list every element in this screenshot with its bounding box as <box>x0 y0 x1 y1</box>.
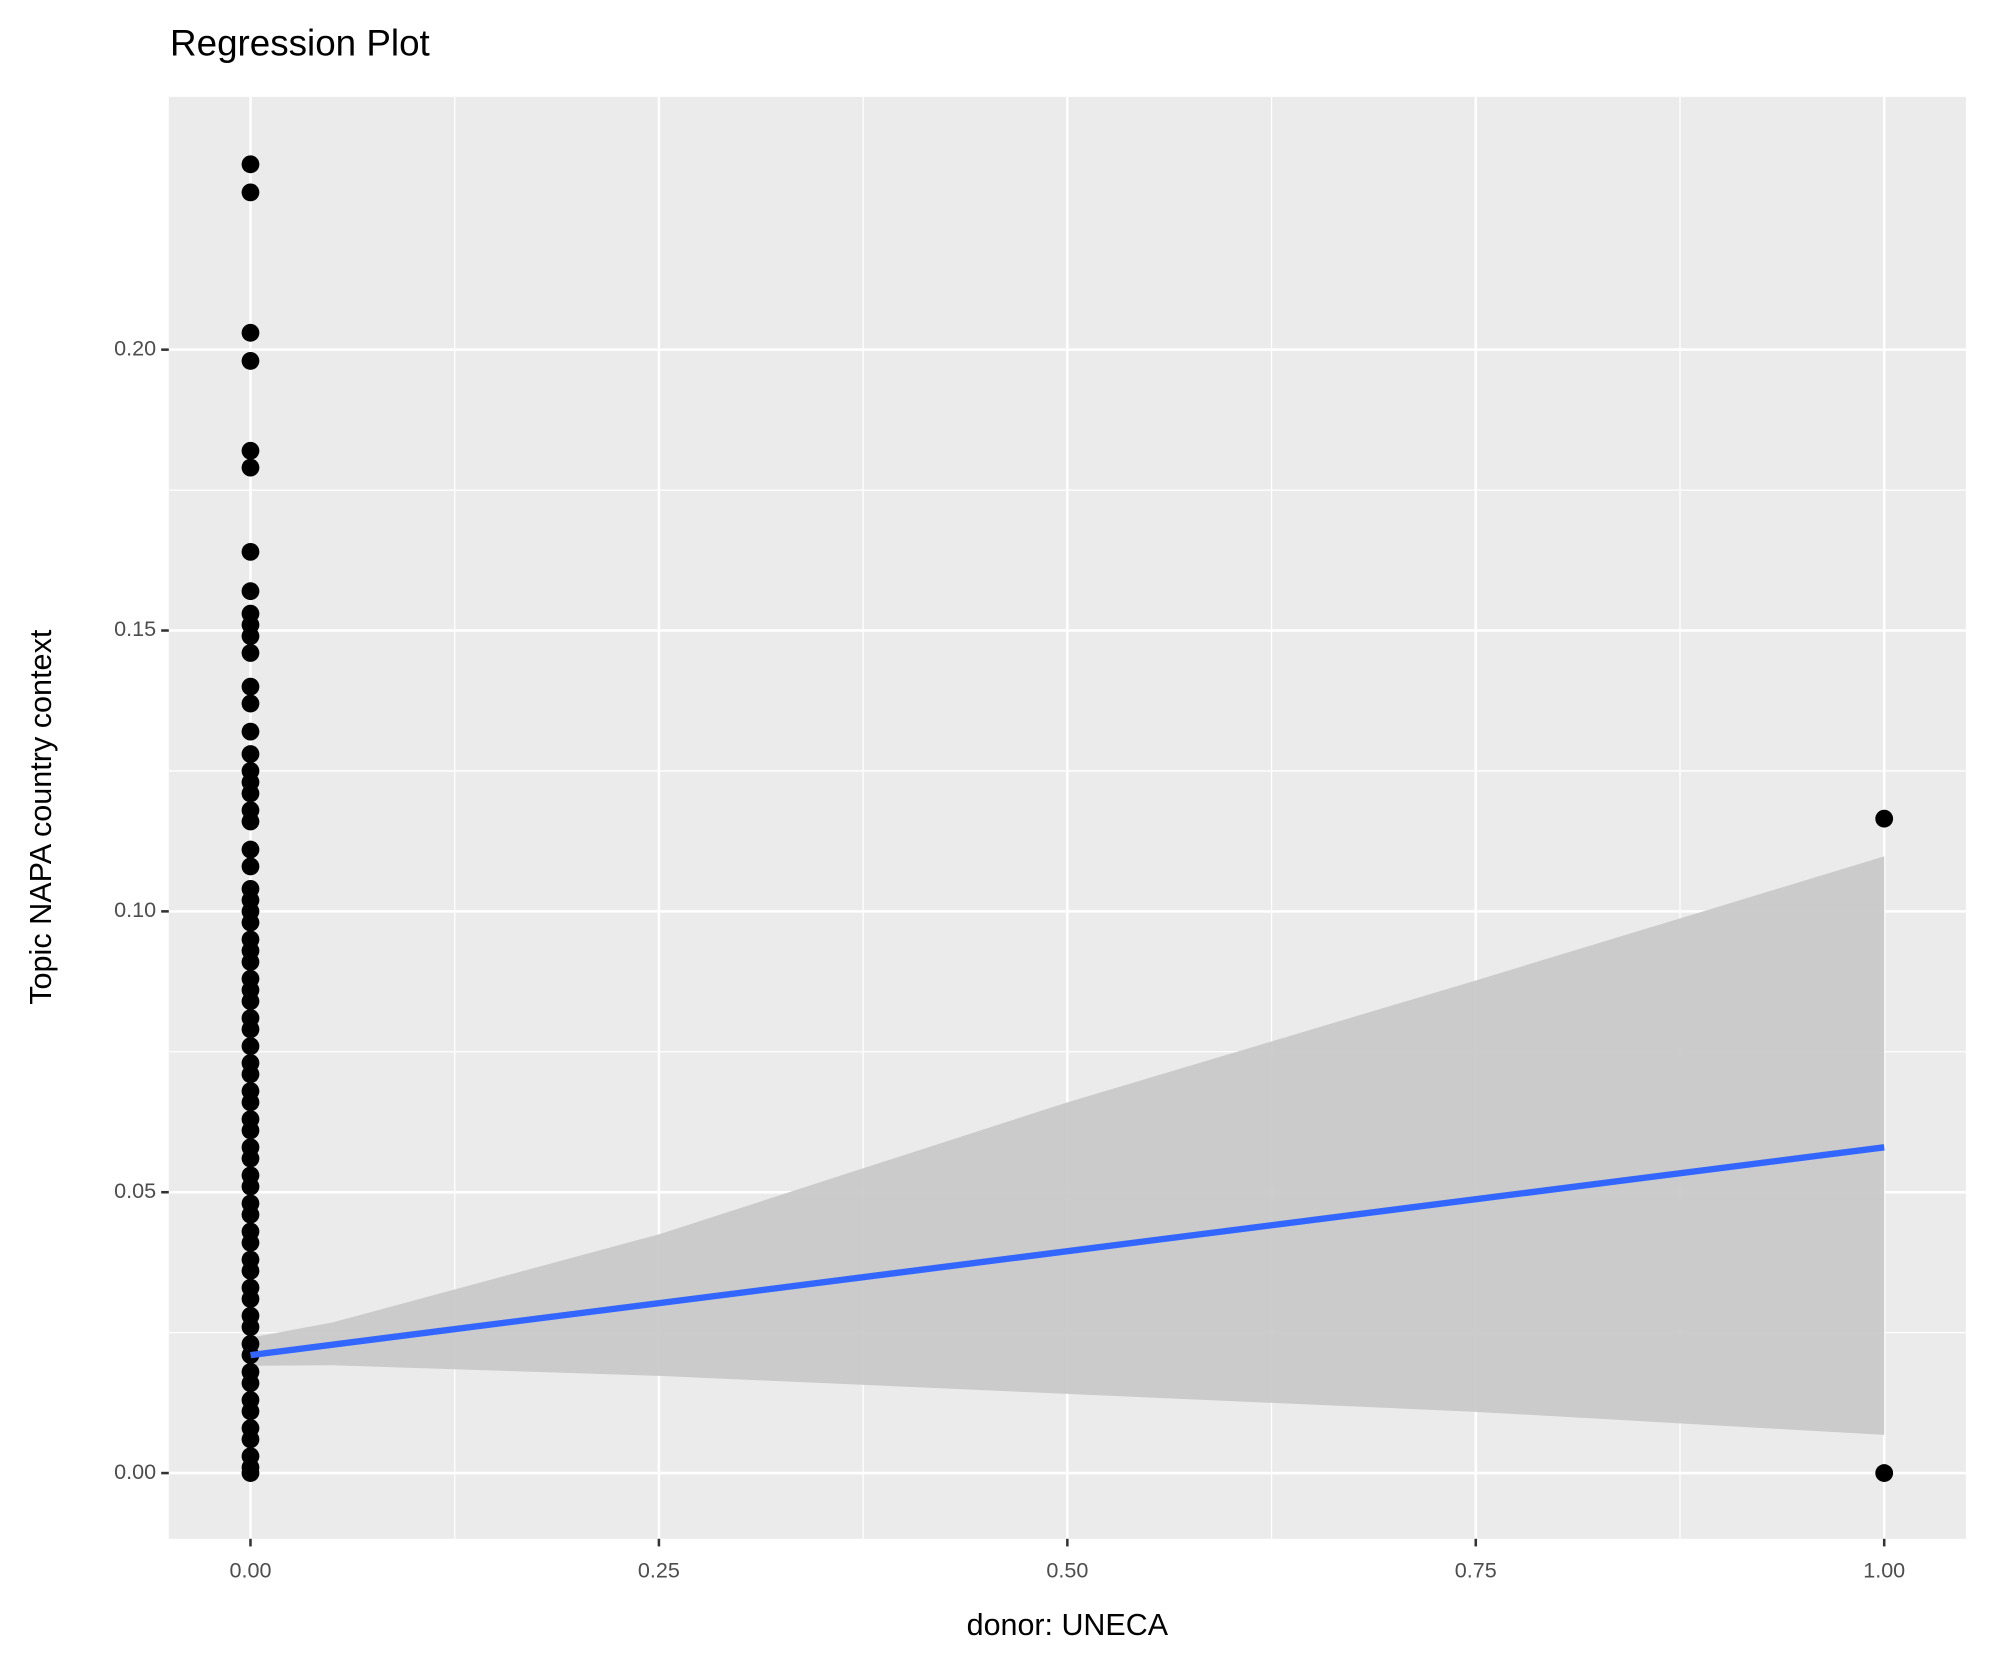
point <box>241 1205 260 1224</box>
point <box>241 155 260 174</box>
chart-title: Regression Plot <box>170 23 430 64</box>
point <box>241 913 260 932</box>
point <box>241 183 260 202</box>
point <box>241 627 260 646</box>
point <box>241 1430 260 1449</box>
point <box>241 784 260 803</box>
point <box>241 1261 260 1280</box>
point <box>241 1177 260 1196</box>
point <box>241 1318 260 1336</box>
point <box>241 745 260 764</box>
point <box>241 812 260 831</box>
marks <box>241 155 1894 1482</box>
y-tick-label: 0.05 <box>114 1178 156 1203</box>
x-tick-label: 1.00 <box>1863 1558 1905 1583</box>
point <box>241 582 260 601</box>
point <box>241 644 260 662</box>
x-axis-title: donor: UNECA <box>967 1608 1169 1642</box>
point <box>241 1233 260 1252</box>
point <box>241 857 260 876</box>
point <box>241 441 260 460</box>
y-tick-label: 0.15 <box>114 616 156 641</box>
point <box>241 542 260 561</box>
x-tick-label: 0.00 <box>229 1558 271 1583</box>
point <box>241 1093 260 1112</box>
point <box>241 1149 260 1168</box>
point <box>241 1065 260 1084</box>
y-tick-label: 0.20 <box>114 335 156 360</box>
y-axis-title: Topic NAPA country context <box>24 629 58 1005</box>
y-tick-label: 0.10 <box>114 897 156 922</box>
point <box>241 952 260 971</box>
fit-line <box>250 1144 1885 1359</box>
point <box>241 1020 260 1039</box>
point <box>241 722 260 741</box>
point <box>241 1290 260 1308</box>
point <box>241 1037 260 1056</box>
point <box>241 1374 260 1393</box>
point <box>1875 1464 1894 1482</box>
x-tick-label: 0.25 <box>638 1558 680 1583</box>
confidence-band <box>250 856 1885 1435</box>
point <box>241 351 260 370</box>
point <box>241 458 260 477</box>
point <box>1875 809 1894 828</box>
x-tick-label: 0.75 <box>1455 1558 1497 1583</box>
point <box>241 992 260 1011</box>
point <box>241 1464 260 1482</box>
y-tick-label: 0.00 <box>114 1459 156 1484</box>
point <box>241 1121 260 1140</box>
point <box>241 323 260 342</box>
point <box>241 840 260 859</box>
x-tick-label: 0.50 <box>1046 1558 1088 1583</box>
point <box>241 694 260 713</box>
point <box>241 1402 260 1421</box>
point <box>241 677 260 696</box>
